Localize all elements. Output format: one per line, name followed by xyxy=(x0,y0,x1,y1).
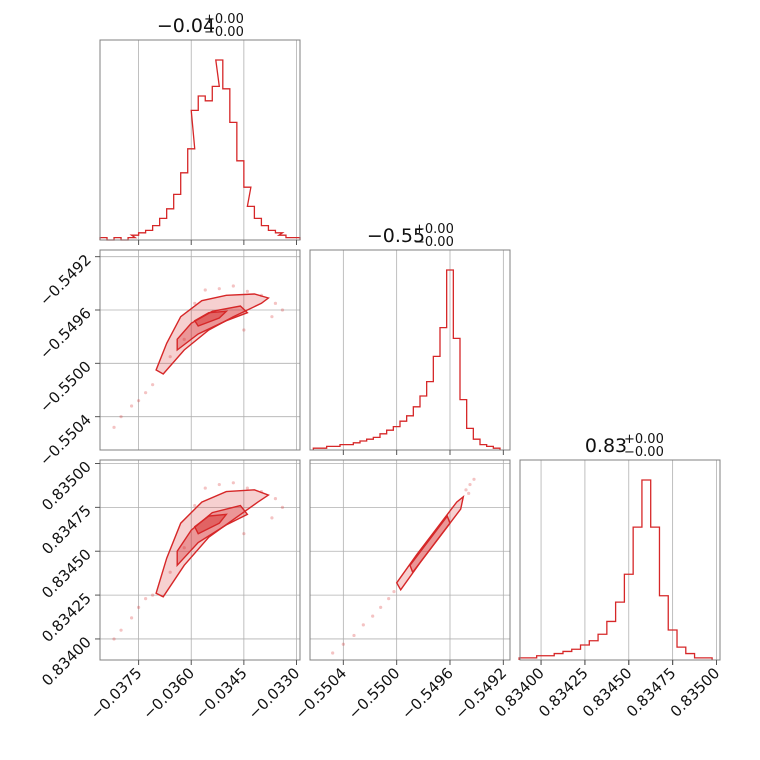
sample-point xyxy=(193,301,197,305)
sample-point xyxy=(193,504,197,508)
sample-point xyxy=(273,301,278,305)
sample-point xyxy=(242,328,246,332)
contour-level-0 xyxy=(155,489,270,598)
x-axis-0: −0.0375−0.0360−0.0345−0.0330 xyxy=(87,660,303,723)
histogram-step-0 xyxy=(99,59,301,241)
sample-point xyxy=(129,404,134,408)
sample-point xyxy=(136,605,141,609)
panel-title-0: −0.04 xyxy=(157,15,215,37)
x-tick-label: −0.5504 xyxy=(291,664,350,723)
panel-title-minus-0: −0.00 xyxy=(204,25,244,40)
panel-title-minus-1: −0.00 xyxy=(414,235,454,250)
hist-panel-0: −0.04+0.00−0.00 xyxy=(99,12,301,245)
panel-title-2: 0.83 xyxy=(585,435,627,457)
sample-point xyxy=(231,284,235,288)
sample-point xyxy=(217,482,221,487)
sample-point xyxy=(112,637,116,641)
sample-point xyxy=(182,546,186,550)
sample-point xyxy=(217,287,221,291)
hist-panel-1: −0.55+0.00−0.00 xyxy=(309,222,511,455)
sample-point xyxy=(280,505,285,509)
sample-point xyxy=(280,308,285,312)
histogram-step-2 xyxy=(518,479,713,660)
sample-point xyxy=(136,399,141,403)
sample-point xyxy=(144,596,148,601)
sample-point xyxy=(168,570,172,574)
pair-frame xyxy=(99,459,301,661)
sample-point xyxy=(182,337,186,341)
sample-point xyxy=(144,391,148,395)
sample-point xyxy=(242,532,246,536)
sample-point xyxy=(392,589,396,594)
histogram-step-1 xyxy=(312,269,501,450)
pair-panel-1-2 xyxy=(309,459,511,661)
sample-point xyxy=(341,642,345,646)
panel-title-plus-0: +0.00 xyxy=(204,12,244,27)
contour-level-0 xyxy=(155,293,270,375)
contour-level-0 xyxy=(395,495,465,592)
sample-point xyxy=(245,486,249,490)
sample-point xyxy=(352,633,356,638)
contour-level-1 xyxy=(176,504,249,568)
sample-point xyxy=(472,477,476,481)
contour-level-1 xyxy=(176,305,249,352)
sample-point xyxy=(379,605,383,609)
y-tick-label: −0.5500 xyxy=(36,357,95,416)
y-tick-label: −0.5492 xyxy=(36,251,95,310)
x-tick-label: −0.0360 xyxy=(139,664,198,723)
sample-point xyxy=(371,614,375,618)
sample-point xyxy=(168,355,172,359)
panel-title-plus-1: +0.00 xyxy=(414,222,454,237)
panel-title-1: −0.55 xyxy=(367,225,425,247)
pair-panel-0-1 xyxy=(99,249,301,451)
pair-frame xyxy=(99,249,301,451)
sample-point xyxy=(361,623,365,627)
sample-point xyxy=(203,288,207,292)
x-axis-1: −0.5504−0.5500−0.5496−0.5492 xyxy=(291,660,510,723)
sample-point xyxy=(273,496,278,501)
sample-point xyxy=(467,491,471,495)
x-tick-label: −0.0345 xyxy=(192,664,251,723)
sample-point xyxy=(387,596,391,601)
y-tick-label: −0.5496 xyxy=(36,304,95,363)
sample-point xyxy=(112,425,116,429)
hist-panel-2: 0.83+0.00−0.00 xyxy=(518,432,721,665)
sample-point xyxy=(151,383,155,387)
corner-panels: −0.04+0.00−0.00−0.55+0.00−0.000.83+0.00−… xyxy=(36,12,723,723)
pair-frame xyxy=(309,459,511,661)
y-tick-label: −0.5504 xyxy=(36,411,95,470)
x-tick-label: −0.5500 xyxy=(345,664,404,723)
sample-point xyxy=(468,482,472,487)
x-tick-label: −0.0375 xyxy=(87,664,146,723)
panel-title-plus-2: +0.00 xyxy=(624,432,664,447)
hist-frame-2 xyxy=(519,459,721,661)
panel-title-minus-2: −0.00 xyxy=(624,445,664,460)
pair-panel-0-2 xyxy=(99,459,301,661)
sample-point xyxy=(151,593,155,597)
y-axis-1: −0.5504−0.5500−0.5496−0.5492 xyxy=(36,251,100,470)
hist-frame-0 xyxy=(99,39,301,241)
sample-point xyxy=(231,481,235,485)
sample-point xyxy=(270,516,274,520)
sample-point xyxy=(270,315,274,319)
hist-frame-1 xyxy=(309,249,511,451)
x-tick-label: −0.5496 xyxy=(398,664,457,723)
sample-point xyxy=(331,651,335,655)
contour-level-1 xyxy=(409,514,451,574)
sample-point xyxy=(119,628,123,632)
sample-point xyxy=(203,486,207,490)
contour-level-2 xyxy=(193,310,229,327)
sample-point xyxy=(464,488,468,492)
sample-point xyxy=(119,415,123,419)
sample-point xyxy=(129,616,134,620)
sample-point xyxy=(245,289,249,293)
contour-level-2 xyxy=(193,513,228,535)
